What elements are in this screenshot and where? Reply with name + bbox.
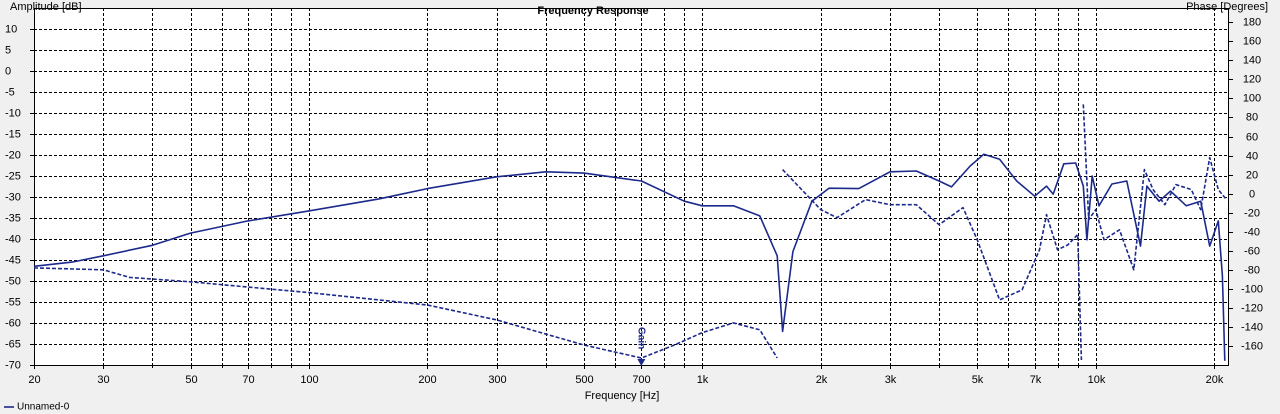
y2-tick-label: -100	[1241, 283, 1263, 295]
y2-tick-label: -140	[1241, 321, 1263, 333]
y2-axis-label: Phase [Degrees]	[1186, 1, 1268, 13]
x-tick-label: 20	[28, 374, 40, 386]
x-tick-label: 70	[242, 374, 254, 386]
y2-tick-label: -160	[1241, 340, 1263, 352]
y2-tick-label: -40	[1244, 226, 1260, 238]
x-tick-label: 50	[185, 374, 197, 386]
y-tick-label: -50	[5, 275, 21, 287]
x-tick-label: 3k	[885, 374, 897, 386]
chart-title: Frequency Response	[537, 5, 648, 17]
x-tick-label: 700	[632, 374, 650, 386]
x-tick-label: 30	[97, 374, 109, 386]
annotation-label: Gain	[636, 327, 647, 349]
y2-tick-label: -20	[1244, 207, 1260, 219]
y2-tick-label: 160	[1243, 35, 1261, 47]
y2-tick-label: 20	[1246, 169, 1258, 181]
x-tick-label: 500	[575, 374, 593, 386]
y-tick-label: -60	[5, 317, 21, 329]
y-tick-label: -20	[5, 149, 21, 161]
y-tick-label: -30	[5, 191, 21, 203]
y-tick-label: -10	[5, 107, 21, 119]
x-axis-label: Frequency [Hz]	[585, 390, 660, 402]
y2-tick-label: -60	[1244, 245, 1260, 257]
y2-tick-label: 100	[1243, 92, 1261, 104]
y-axis-label: Amplitude [dB]	[10, 1, 82, 13]
y2-tick-label: -80	[1244, 264, 1260, 276]
y2-tick-label: 140	[1243, 54, 1261, 66]
x-tick-label: 5k	[972, 374, 984, 386]
x-tick-label: 10k	[1088, 374, 1106, 386]
y-tick-label: -15	[5, 128, 21, 140]
plot-area	[34, 8, 1228, 365]
y-tick-label: 10	[5, 23, 17, 35]
phase-line	[33, 104, 1228, 361]
x-tick-label: 300	[488, 374, 506, 386]
y2-tick-label: 40	[1246, 150, 1258, 162]
y2-tick-label: 180	[1243, 16, 1261, 28]
y-tick-label: -25	[5, 170, 21, 182]
y-tick-label: -70	[5, 359, 21, 371]
y-tick-label: 5	[5, 44, 11, 56]
x-tick-label: 1k	[697, 374, 709, 386]
y-tick-label: -40	[5, 233, 21, 245]
x-tick-label: 100	[300, 374, 318, 386]
legend-label: Unnamed-0	[17, 402, 70, 413]
y-tick-label: -55	[5, 296, 21, 308]
plot-frame	[34, 8, 1229, 366]
y-tick-label: -45	[5, 254, 21, 266]
y-tick-label: 0	[5, 65, 11, 77]
y-tick-label: -65	[5, 338, 21, 350]
x-tick-label: 2k	[816, 374, 828, 386]
x-tick-label: 200	[418, 374, 436, 386]
y2-tick-label: 0	[1249, 188, 1255, 200]
y2-tick-label: 80	[1246, 111, 1258, 123]
y-tick-label: -5	[5, 86, 15, 98]
y2-tick-label: 60	[1246, 131, 1258, 143]
amplitude-line	[33, 153, 1226, 361]
y-tick-label: -35	[5, 212, 21, 224]
x-tick-label: 20k	[1206, 374, 1224, 386]
y2-tick-label: -120	[1241, 302, 1263, 314]
annotation-marker	[637, 359, 646, 366]
x-tick-label: 7k	[1030, 374, 1042, 386]
y2-tick-label: 120	[1243, 73, 1261, 85]
